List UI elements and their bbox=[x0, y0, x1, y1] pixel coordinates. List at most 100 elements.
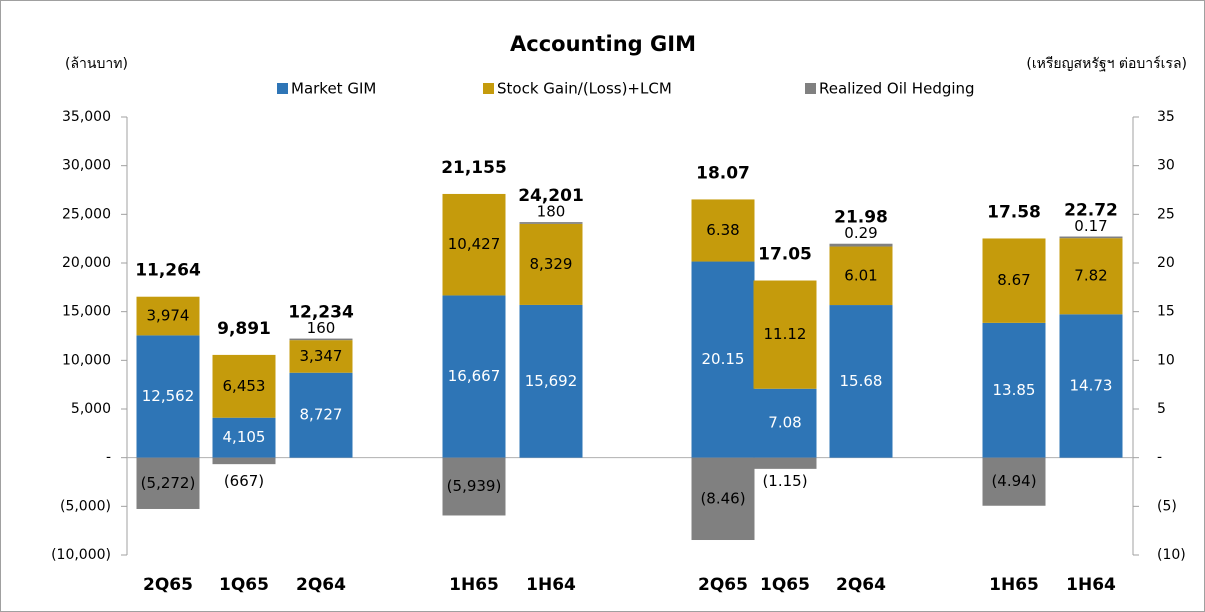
bar-segment bbox=[212, 417, 276, 458]
y2-tick-label: 15 bbox=[1157, 304, 1175, 320]
bar-segment bbox=[753, 388, 817, 458]
x-tick-label: 1H65 bbox=[449, 575, 499, 595]
data-label: 14.73 bbox=[1070, 376, 1113, 394]
data-label: 0.29 bbox=[844, 224, 877, 242]
y-tick-label: 25,000 bbox=[62, 206, 111, 222]
y-tick-label: - bbox=[106, 450, 111, 466]
y2-tick-label: 25 bbox=[1157, 206, 1175, 222]
data-label: 8,329 bbox=[530, 255, 573, 273]
data-label: 8.67 bbox=[997, 271, 1030, 289]
data-label: 0.17 bbox=[1074, 217, 1107, 235]
total-label: 9,891 bbox=[217, 319, 271, 339]
data-label: 6,453 bbox=[223, 377, 266, 395]
data-label: 6.01 bbox=[844, 266, 877, 284]
y2-tick-label: 10 bbox=[1157, 352, 1175, 368]
total-label: 24,201 bbox=[518, 186, 584, 206]
bar-segment bbox=[982, 322, 1046, 458]
data-label: 6.38 bbox=[706, 221, 739, 239]
data-label: 3,347 bbox=[300, 347, 343, 365]
bar-segment bbox=[519, 304, 583, 458]
total-label: 22.72 bbox=[1064, 201, 1118, 221]
x-tick-label: 2Q65 bbox=[143, 575, 193, 595]
total-label: 17.05 bbox=[758, 245, 812, 265]
y2-tick-label: 20 bbox=[1157, 255, 1175, 271]
total-label: 12,234 bbox=[288, 303, 354, 323]
data-label: (8.46) bbox=[700, 489, 745, 507]
bar-segment bbox=[753, 280, 817, 389]
y2-tick-label: 30 bbox=[1157, 158, 1175, 174]
bar-segment bbox=[212, 354, 276, 418]
y-tick-label: (10,000) bbox=[51, 547, 111, 563]
y-tick-label: 30,000 bbox=[62, 158, 111, 174]
y2-tick-label: (5) bbox=[1157, 498, 1177, 514]
bar-segment bbox=[136, 296, 200, 336]
data-label: (1.15) bbox=[762, 472, 807, 490]
bar-segment bbox=[691, 261, 755, 458]
x-tick-label: 2Q64 bbox=[836, 575, 886, 595]
bar-segment bbox=[212, 457, 276, 465]
x-tick-label: 1Q65 bbox=[760, 575, 810, 595]
data-label: 11.12 bbox=[764, 325, 807, 343]
legend-swatch bbox=[805, 83, 816, 94]
bar-segment bbox=[442, 193, 506, 296]
bar-segment bbox=[829, 246, 893, 306]
y-tick-label: 5,000 bbox=[71, 401, 111, 417]
y-axis-label: (ล้านบาท) bbox=[65, 56, 128, 72]
x-tick-label: 1H64 bbox=[526, 575, 576, 595]
data-label: 7.82 bbox=[1074, 267, 1107, 285]
y-tick-label: (5,000) bbox=[60, 498, 111, 514]
total-label: 11,264 bbox=[135, 261, 201, 281]
legend-label: Stock Gain/(Loss)+LCM bbox=[497, 80, 672, 98]
data-label: (5,272) bbox=[141, 474, 196, 492]
bar-segment bbox=[519, 223, 583, 305]
y-tick-label: 20,000 bbox=[62, 255, 111, 271]
bar-segment bbox=[829, 305, 893, 458]
bar-segment bbox=[691, 199, 755, 262]
y-tick-label: 10,000 bbox=[62, 352, 111, 368]
data-label: 3,974 bbox=[147, 307, 190, 325]
bar-segment bbox=[136, 457, 200, 509]
bar-segment bbox=[442, 457, 506, 516]
bar-segment bbox=[136, 335, 200, 458]
total-label: 17.58 bbox=[987, 202, 1041, 222]
data-label: (4.94) bbox=[991, 472, 1036, 490]
data-label: 10,427 bbox=[448, 235, 501, 253]
y2-tick-label: 5 bbox=[1157, 401, 1166, 417]
bar-segment bbox=[691, 457, 755, 541]
data-label: 7.08 bbox=[768, 414, 801, 432]
total-label: 21.98 bbox=[834, 208, 888, 228]
data-label: 180 bbox=[537, 203, 566, 221]
y-tick-label: 15,000 bbox=[62, 304, 111, 320]
bar-segment bbox=[753, 457, 817, 469]
y2-tick-label: (10) bbox=[1157, 547, 1186, 563]
bar-segment bbox=[442, 295, 506, 458]
data-label: 4,105 bbox=[223, 428, 266, 446]
data-label: 13.85 bbox=[993, 381, 1036, 399]
data-label: 12,562 bbox=[142, 387, 195, 405]
data-label: 15,692 bbox=[525, 372, 578, 390]
y-tick-label: 35,000 bbox=[62, 109, 111, 125]
bar-segment bbox=[982, 238, 1046, 323]
bar-segment bbox=[1059, 238, 1123, 315]
bar-segment bbox=[1059, 236, 1123, 239]
bar-segment bbox=[519, 222, 583, 224]
x-tick-label: 2Q65 bbox=[698, 575, 748, 595]
chart-title: Accounting GIM bbox=[510, 32, 696, 56]
y2-axis-label: (เหรียญสหรัฐฯ ต่อบาร์เรล) bbox=[1026, 55, 1187, 72]
data-label: 15.68 bbox=[840, 372, 883, 390]
legend-swatch bbox=[483, 83, 494, 94]
data-label: (667) bbox=[224, 472, 264, 490]
bar-segment bbox=[829, 243, 893, 247]
x-tick-label: 2Q64 bbox=[296, 575, 346, 595]
x-tick-label: 1H64 bbox=[1066, 575, 1116, 595]
y2-tick-label: 35 bbox=[1157, 109, 1175, 125]
bar-segment bbox=[289, 372, 353, 458]
bar-segment bbox=[289, 338, 353, 341]
bar-segment bbox=[289, 340, 353, 373]
x-tick-label: 1Q65 bbox=[219, 575, 269, 595]
legend-swatch bbox=[277, 83, 288, 94]
y2-tick-label: - bbox=[1157, 450, 1162, 466]
x-tick-label: 1H65 bbox=[989, 575, 1039, 595]
legend-label: Realized Oil Hedging bbox=[819, 80, 975, 98]
data-label: 20.15 bbox=[702, 350, 745, 368]
